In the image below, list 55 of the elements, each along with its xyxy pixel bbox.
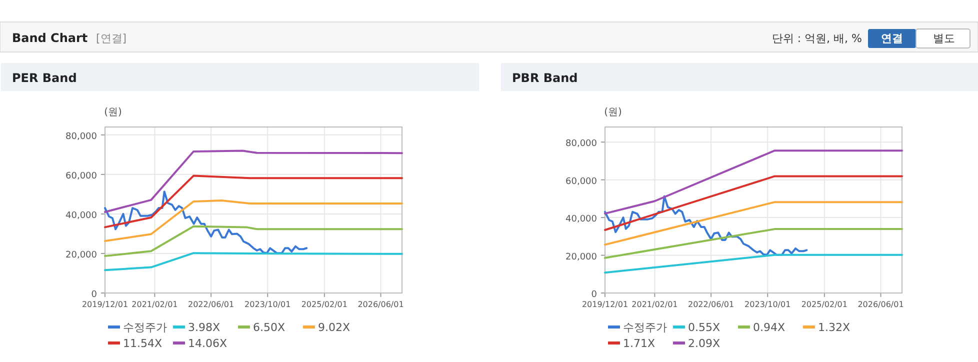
y-axis-title: (원) bbox=[104, 107, 122, 118]
legend-label: 6.50X bbox=[253, 321, 286, 334]
chart-title: PER Band bbox=[12, 71, 77, 85]
x-tick-label: 2026/06/01 bbox=[858, 300, 904, 309]
legend-item: 9.02X bbox=[303, 321, 350, 334]
y-tick-label: 40,000 bbox=[566, 214, 598, 225]
x-tick-label: 2025/02/01 bbox=[301, 300, 348, 309]
legend-item: 1.32X bbox=[803, 321, 850, 334]
text: [연결] bbox=[96, 32, 127, 45]
y-tick-label: 60,000 bbox=[66, 171, 98, 182]
y-tick-label: 80,000 bbox=[566, 139, 598, 150]
legend-item: 14.06X bbox=[173, 337, 228, 350]
text: Band Chart bbox=[12, 31, 88, 45]
legend-item: 6.50X bbox=[238, 321, 286, 334]
x-tick-label: 2026/06/01 bbox=[358, 300, 404, 309]
x-tick-label: 2019/12/01 bbox=[82, 300, 128, 309]
legend-label: 11.54X bbox=[123, 337, 162, 350]
legend-label: 0.94X bbox=[753, 321, 786, 334]
x-tick-label: 2023/10/01 bbox=[744, 300, 791, 309]
legend-item: 수정주가 bbox=[108, 321, 167, 334]
y-tick-label: 0 bbox=[591, 290, 598, 300]
legend-label: 3.98X bbox=[188, 321, 220, 334]
x-tick-label: 2025/02/01 bbox=[801, 300, 848, 309]
x-tick-label: 2019/12/01 bbox=[582, 300, 628, 309]
text: 연결 bbox=[881, 32, 903, 45]
legend-label: 2.09X bbox=[688, 337, 720, 350]
legend-label: 0.55X bbox=[688, 321, 720, 334]
legend-label: 1.32X bbox=[818, 321, 850, 334]
chart-title: PBR Band bbox=[512, 71, 578, 85]
y-tick-label: 0 bbox=[91, 290, 98, 300]
x-tick-label: 2022/06/01 bbox=[188, 300, 234, 309]
y-tick-label: 40,000 bbox=[66, 210, 98, 221]
legend-item: 0.55X bbox=[673, 321, 720, 334]
legend-item: 0.94X bbox=[738, 321, 786, 334]
legend-label: 수정주가 bbox=[623, 321, 667, 334]
legend-label: 수정주가 bbox=[123, 321, 167, 334]
legend-item: 11.54X bbox=[108, 337, 162, 350]
legend-label: 9.02X bbox=[318, 321, 350, 334]
legend-label: 14.06X bbox=[188, 337, 228, 350]
y-tick-label: 80,000 bbox=[66, 132, 98, 142]
text: 단위 : 억원, 배, % bbox=[772, 32, 862, 45]
x-tick-label: 2023/10/01 bbox=[244, 300, 291, 309]
x-tick-label: 2022/06/01 bbox=[688, 300, 734, 309]
legend-item: 1.71X bbox=[608, 337, 656, 350]
x-tick-label: 2021/02/01 bbox=[132, 300, 178, 309]
legend-item: 수정주가 bbox=[608, 321, 667, 334]
text: 별도 bbox=[933, 32, 955, 45]
y-tick-label: 60,000 bbox=[566, 176, 598, 187]
y-tick-label: 20,000 bbox=[566, 252, 598, 262]
y-axis-title: (원) bbox=[604, 107, 622, 118]
legend-item: 2.09X bbox=[673, 337, 720, 350]
legend-label: 1.71X bbox=[623, 337, 656, 350]
legend-item: 3.98X bbox=[173, 321, 220, 334]
x-tick-label: 2021/02/01 bbox=[632, 300, 678, 309]
y-tick-label: 20,000 bbox=[66, 250, 98, 260]
